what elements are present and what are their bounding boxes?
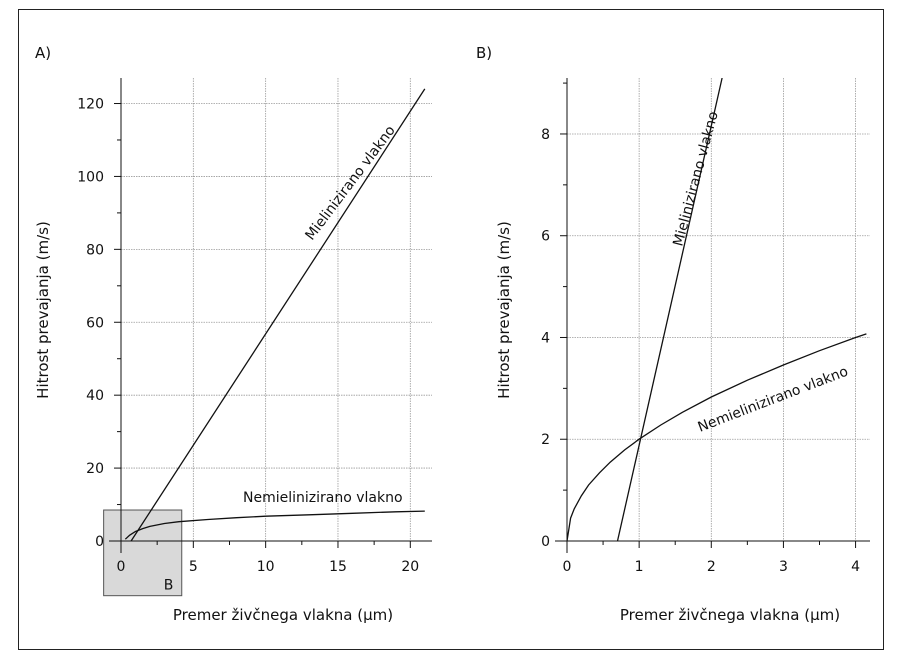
series-line-unmyelinated: [567, 333, 867, 541]
series-label-unmyelinated: Nemielinizirano vlakno: [243, 490, 403, 506]
panel-label: A): [35, 44, 51, 62]
x-tick-label: 3: [779, 559, 788, 575]
y-tick-label: 100: [77, 169, 104, 185]
y-tick-label: 6: [541, 229, 550, 245]
y-axis-title: Hitrost prevajanja (m/s): [495, 221, 513, 399]
panel-label: B): [476, 44, 492, 62]
series-label-unmyelinated: Nemielinizirano vlakno: [696, 364, 851, 436]
y-tick-label: 40: [86, 388, 104, 404]
x-tick-label: 1: [635, 559, 644, 575]
y-tick-label: 8: [541, 127, 550, 143]
y-tick-label: 0: [541, 534, 550, 550]
y-tick-label: 4: [541, 330, 550, 346]
x-tick-label: 0: [563, 559, 572, 575]
series-label-myelinated: Mielinizirano vlakno: [302, 123, 398, 244]
panel-b: [555, 78, 870, 553]
x-tick-label: 2: [707, 559, 716, 575]
series-line-myelinated: [130, 88, 426, 541]
series-line-myelinated: [616, 78, 723, 541]
y-tick-label: 120: [77, 97, 104, 113]
x-tick-label: 5: [189, 559, 198, 575]
x-tick-label: 0: [117, 559, 126, 575]
series-line-unmyelinated: [124, 510, 425, 540]
panel-a: [103, 78, 432, 597]
x-tick-label: 15: [329, 559, 347, 575]
y-tick-label: 60: [86, 315, 104, 331]
y-tick-label: 0: [95, 534, 104, 550]
y-tick-label: 80: [86, 242, 104, 258]
x-tick-label: 20: [401, 559, 419, 575]
y-tick-label: 2: [541, 432, 550, 448]
series-label-myelinated: Mielinizirano vlakno: [670, 110, 721, 248]
y-tick-label: 20: [86, 461, 104, 477]
x-axis-title: Premer živčnega vlakna (µm): [173, 606, 393, 624]
inset-box-label: B: [164, 578, 174, 594]
x-tick-label: 10: [257, 559, 275, 575]
y-axis-title: Hitrost prevajanja (m/s): [34, 221, 52, 399]
x-tick-label: 4: [851, 559, 860, 575]
x-axis-title: Premer živčnega vlakna (µm): [620, 606, 840, 624]
